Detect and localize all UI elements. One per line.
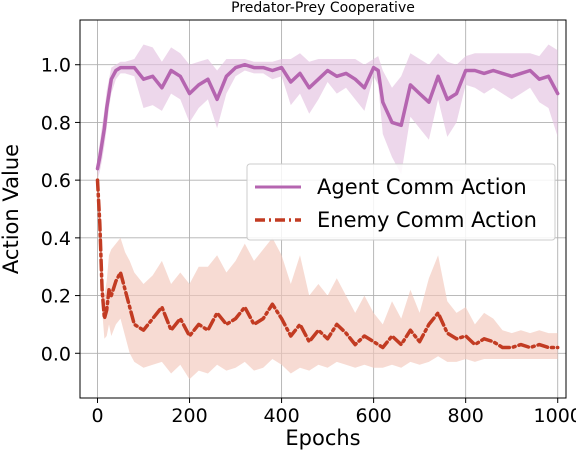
- legend-label-agent: Agent Comm Action: [317, 175, 527, 199]
- y-tick-label: 0.2: [41, 286, 71, 308]
- x-tick-label: 600: [355, 405, 391, 427]
- series-line-agent: [95, 62, 560, 171]
- x-tick-label: 1000: [534, 405, 576, 427]
- y-tick-label: 0.6: [41, 170, 71, 192]
- axis-ticks: 0 200 400 600 800 1000 0.0 0.2 0.4 0.6 0.8 1.0: [41, 55, 576, 427]
- legend: Agent Comm Action Enemy Comm Action: [246, 163, 556, 241]
- y-tick-label: 0.8: [41, 112, 71, 134]
- series-line-enemy: [95, 178, 560, 350]
- plot-frame: [79, 19, 567, 399]
- chart-title: Predator-Prey Cooperative: [231, 0, 415, 16]
- x-tick-label: 800: [448, 405, 484, 427]
- y-axis-label: Action Value: [0, 144, 23, 274]
- x-tick-label: 400: [263, 405, 299, 427]
- x-axis-label: Epochs: [285, 426, 360, 450]
- legend-label-enemy: Enemy Comm Action: [317, 208, 537, 232]
- y-tick-label: 0.4: [41, 228, 71, 250]
- x-tick-label: 200: [171, 405, 207, 427]
- y-tick-label: 1.0: [41, 55, 71, 77]
- confidence-band-agent: [97, 44, 558, 181]
- legend-box: [246, 163, 556, 241]
- series-lines: [95, 62, 560, 350]
- x-tick-label: 0: [91, 405, 103, 427]
- y-tick-label: 0.0: [41, 343, 71, 365]
